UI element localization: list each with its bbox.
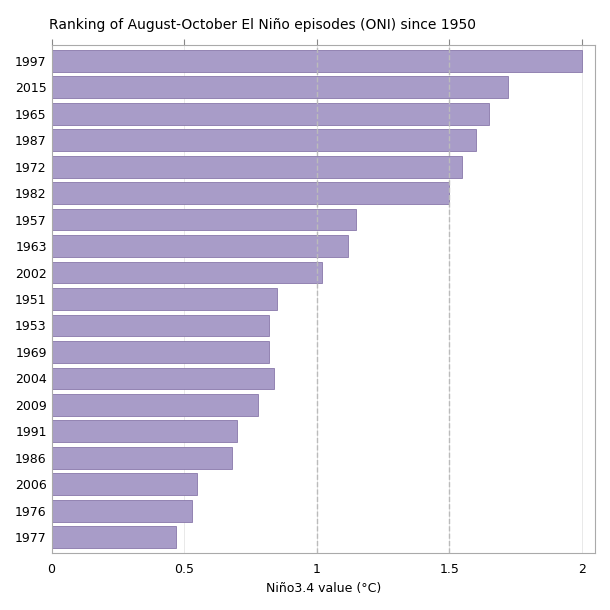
Bar: [52, 394, 259, 415]
Bar: [52, 526, 176, 548]
Bar: [52, 447, 232, 468]
Bar: [52, 50, 582, 72]
Bar: [52, 103, 489, 124]
Bar: [52, 473, 198, 495]
Bar: [52, 368, 274, 389]
Bar: [52, 76, 508, 98]
Bar: [52, 209, 356, 231]
Text: Ranking of August-October El Niño episodes (ONI) since 1950: Ranking of August-October El Niño episod…: [49, 18, 476, 32]
Bar: [52, 262, 322, 284]
Bar: [52, 156, 462, 178]
Bar: [52, 129, 476, 151]
Bar: [52, 235, 348, 257]
Bar: [52, 341, 269, 363]
Bar: [52, 288, 277, 310]
Bar: [52, 500, 192, 522]
Bar: [52, 420, 237, 442]
Bar: [52, 315, 269, 336]
Bar: [52, 182, 449, 204]
X-axis label: Niño3.4 value (°C): Niño3.4 value (°C): [266, 582, 381, 595]
